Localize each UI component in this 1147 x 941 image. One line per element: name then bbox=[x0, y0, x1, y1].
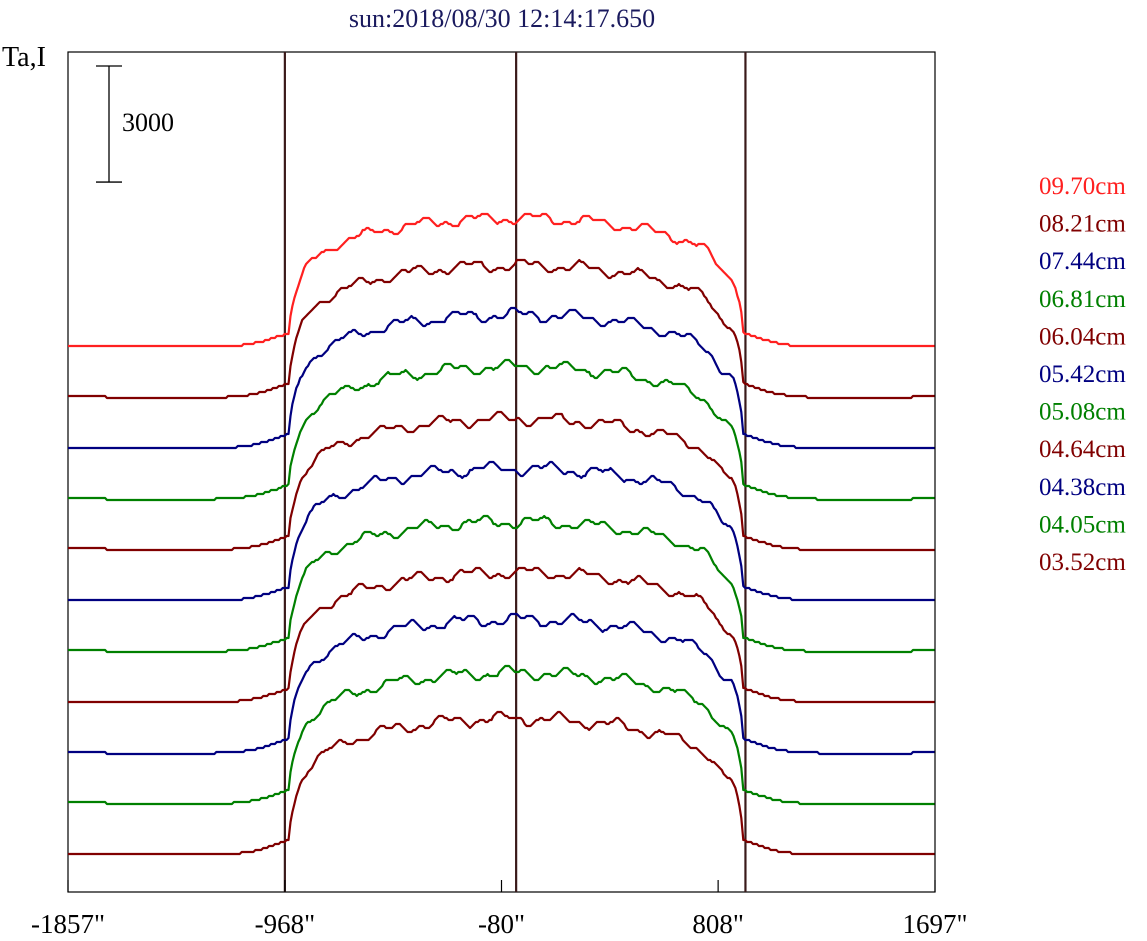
legend-entry: 04.64cm bbox=[1039, 436, 1126, 463]
legend-entry: 03.52cm bbox=[1039, 549, 1126, 576]
legend-entry: 04.05cm bbox=[1039, 511, 1126, 538]
scale-bar-label: 3000 bbox=[122, 108, 174, 137]
limb-markers bbox=[283, 52, 747, 892]
plot-frame bbox=[67, 51, 936, 893]
series-line-08.21cm bbox=[68, 258, 935, 400]
legend-entry: 05.08cm bbox=[1039, 399, 1126, 426]
series-line-06.04cm bbox=[68, 410, 935, 552]
chart-title: sun:2018/08/30 12:14:17.650 bbox=[349, 4, 655, 33]
x-axis-ticks: -1857" -968" -80" 808" 1697" bbox=[31, 880, 968, 939]
scale-bar: 3000 bbox=[96, 65, 174, 183]
legend-entry: 07.44cm bbox=[1039, 248, 1126, 275]
series-layer bbox=[68, 212, 935, 856]
x-tick-label: 808" bbox=[692, 909, 744, 939]
series-line-04.38cm bbox=[68, 612, 935, 756]
legend-entry: 04.38cm bbox=[1039, 474, 1126, 501]
series-line-04.64cm bbox=[68, 566, 935, 704]
legend-entry: 06.81cm bbox=[1039, 286, 1126, 313]
series-line-06.81cm bbox=[68, 358, 935, 502]
series-line-05.42cm bbox=[68, 460, 935, 602]
legend-entry: 09.70cm bbox=[1039, 173, 1126, 200]
legend: 09.70cm 08.21cm 07.44cm 06.81cm 06.04cm 05.42… bbox=[1039, 173, 1126, 576]
legend-entry: 08.21cm bbox=[1039, 211, 1126, 238]
series-line-05.08cm bbox=[68, 514, 935, 654]
series-line-07.44cm bbox=[68, 306, 935, 450]
series-line-09.70cm bbox=[68, 212, 935, 348]
y-axis-label: Ta,I bbox=[2, 42, 46, 73]
x-tick-label: -968" bbox=[255, 909, 316, 939]
legend-entry: 05.42cm bbox=[1039, 361, 1126, 388]
x-tick-label: 1697" bbox=[902, 909, 967, 939]
series-line-04.05cm bbox=[68, 664, 935, 806]
series-line-03.52cm bbox=[68, 710, 935, 856]
legend-entry: 06.04cm bbox=[1039, 323, 1126, 350]
x-tick-label: -1857" bbox=[31, 909, 105, 939]
x-tick-label: -80" bbox=[478, 909, 525, 939]
